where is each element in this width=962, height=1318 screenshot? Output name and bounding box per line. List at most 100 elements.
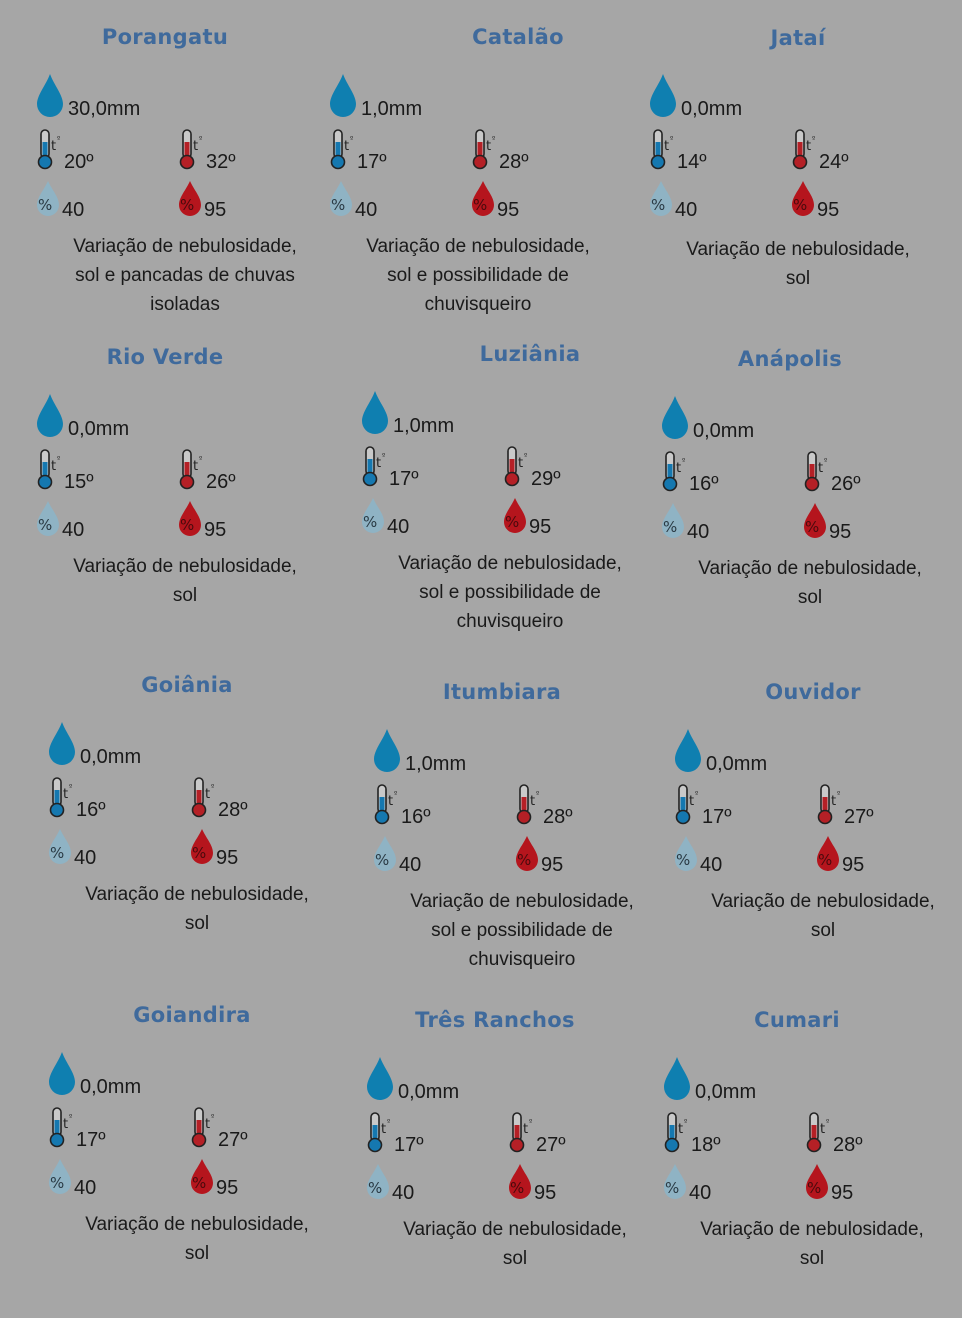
temp-max-value: 32º <box>206 151 236 173</box>
forecast-description: Variação de nebulosidade, sol <box>37 880 357 938</box>
forecast-description: Variação de nebulosidade, sol <box>25 552 345 610</box>
rain-amount: 1,0mm <box>328 73 422 119</box>
temp-max-value: 26º <box>206 471 236 493</box>
humidity-row: % 40 % 95 <box>35 180 335 220</box>
humidity-max-value: 95 <box>534 1182 557 1204</box>
city-name: Cumari <box>754 1008 840 1032</box>
city-name: Goiânia <box>141 673 233 697</box>
rain-value: 1,0mm <box>405 753 467 775</box>
thermometer-cold-icon: t º <box>664 1112 687 1153</box>
svg-text:t: t <box>388 794 393 809</box>
temp-max-value: 27º <box>844 806 874 828</box>
rain-amount: 0,0mm <box>660 395 754 441</box>
description-line: sol <box>502 1248 528 1269</box>
humidity-min: % 40 <box>372 835 514 876</box>
forecast-description: Variação de nebulosidade, sol e possibil… <box>362 887 682 974</box>
humidity-min: % 40 <box>673 835 815 875</box>
humidity-low-drop-icon: % <box>675 836 697 871</box>
svg-text:º: º <box>837 790 840 798</box>
description-line: sol e pancadas de chuvas <box>75 265 295 286</box>
city-forecast-card-porangatu: Porangatu 30,0mm t º 20º <box>35 25 335 335</box>
svg-text:t: t <box>205 787 210 802</box>
city-forecast-card-luzi-nia: Luziânia 1,0mm t º 17º <box>360 342 660 652</box>
rain-amount: 30,0mm <box>35 73 140 119</box>
rain-value: 1,0mm <box>393 415 455 437</box>
city-name: Porangatu <box>101 25 229 49</box>
svg-text:t: t <box>820 1122 825 1137</box>
svg-text:º: º <box>394 790 397 798</box>
thermometer-hot-icon: t º <box>179 129 202 170</box>
svg-text:%: % <box>793 196 807 214</box>
svg-text:º: º <box>350 135 353 143</box>
temp-min-value: 16º <box>401 806 431 828</box>
humidity-max-value: 95 <box>831 1182 854 1204</box>
humidity-low-drop-icon: % <box>49 829 71 864</box>
temp-min: t º 17º <box>673 783 815 827</box>
svg-text:t: t <box>818 461 823 476</box>
humidity-max-value: 95 <box>497 199 520 221</box>
rain-value: 0,0mm <box>80 746 142 768</box>
svg-text:t: t <box>193 459 198 474</box>
rain-value: 0,0mm <box>706 753 768 775</box>
temp-min-value: 14º <box>677 151 707 173</box>
svg-text:t: t <box>831 794 836 809</box>
temp-min-value: 17º <box>389 468 419 490</box>
temperature-row: t º 17º t º 27º <box>47 1106 347 1150</box>
svg-text:t: t <box>486 139 491 154</box>
svg-text:t: t <box>205 1117 210 1132</box>
humidity-high-drop-icon: % <box>191 1159 213 1194</box>
temperature-row: t º 17º t º 29º <box>360 445 660 490</box>
humidity-min: % 40 <box>35 180 177 220</box>
rain-amount: 0,0mm <box>365 1056 459 1102</box>
humidity-max: % 95 <box>815 835 962 875</box>
svg-text:º: º <box>670 135 673 143</box>
svg-text:%: % <box>363 513 377 531</box>
description-line: Variação de nebulosidade, <box>686 239 910 260</box>
temperature-row: t º 15º t º 26º <box>35 448 335 493</box>
temperature-row: t º 17º t º 27º <box>673 783 962 828</box>
temp-min: t º 17º <box>328 128 470 172</box>
svg-text:t: t <box>523 1122 528 1137</box>
rain-amount: 0,0mm <box>673 728 767 774</box>
humidity-low-drop-icon: % <box>374 836 396 871</box>
city-name: Jataí <box>770 26 826 50</box>
humidity-max-value: 95 <box>529 516 552 538</box>
humidity-max-value: 95 <box>216 1177 239 1199</box>
humidity-high-drop-icon: % <box>804 503 826 538</box>
svg-text:º: º <box>211 783 214 791</box>
svg-text:t: t <box>678 1122 683 1137</box>
city-forecast-card-catal-o: Catalão 1,0mm t º 17º <box>328 25 628 335</box>
rain-value: 30,0mm <box>68 98 141 120</box>
temp-max-value: 28º <box>543 806 573 828</box>
forecast-description: Variação de nebulosidade, sol <box>355 1215 675 1273</box>
humidity-row: % 40 % 95 <box>47 828 347 868</box>
city-name: Ouvidor <box>765 680 861 704</box>
city-forecast-card-goi-nia: Goiânia 0,0mm t º 16º <box>47 673 347 983</box>
temp-min: t º 16º <box>660 450 802 494</box>
svg-text:t: t <box>676 461 681 476</box>
rain-drop-icon <box>664 1057 690 1100</box>
description-line: sol e possibilidade de <box>431 920 613 941</box>
rain-drop-icon <box>330 74 356 117</box>
svg-text:%: % <box>676 851 690 869</box>
svg-text:t: t <box>381 1122 386 1137</box>
humidity-row: % 40 % 95 <box>47 1158 347 1199</box>
svg-text:t: t <box>63 1117 68 1132</box>
humidity-row: % 40 % 95 <box>365 1163 665 1204</box>
description-line: sol <box>184 913 210 934</box>
forecast-description: Variação de nebulosidade, sol e pancadas… <box>25 232 345 319</box>
humidity-low-drop-icon: % <box>362 498 384 533</box>
humidity-low-drop-icon: % <box>367 1164 389 1199</box>
humidity-high-drop-icon: % <box>504 498 526 533</box>
rain-amount: 1,0mm <box>360 390 454 436</box>
temperature-row: t º 14º t º 24º <box>648 128 948 173</box>
humidity-min-value: 40 <box>399 854 422 876</box>
temp-max: t º 27º <box>189 1106 339 1150</box>
humidity-max: % 95 <box>189 1158 339 1199</box>
svg-text:t: t <box>344 139 349 154</box>
humidity-min-value: 40 <box>687 521 710 543</box>
humidity-row: % 40 % 95 <box>360 497 660 538</box>
temp-max-value: 28º <box>833 1134 863 1156</box>
temp-max: t º 32º <box>177 128 327 173</box>
rain-drop-icon <box>362 391 388 434</box>
